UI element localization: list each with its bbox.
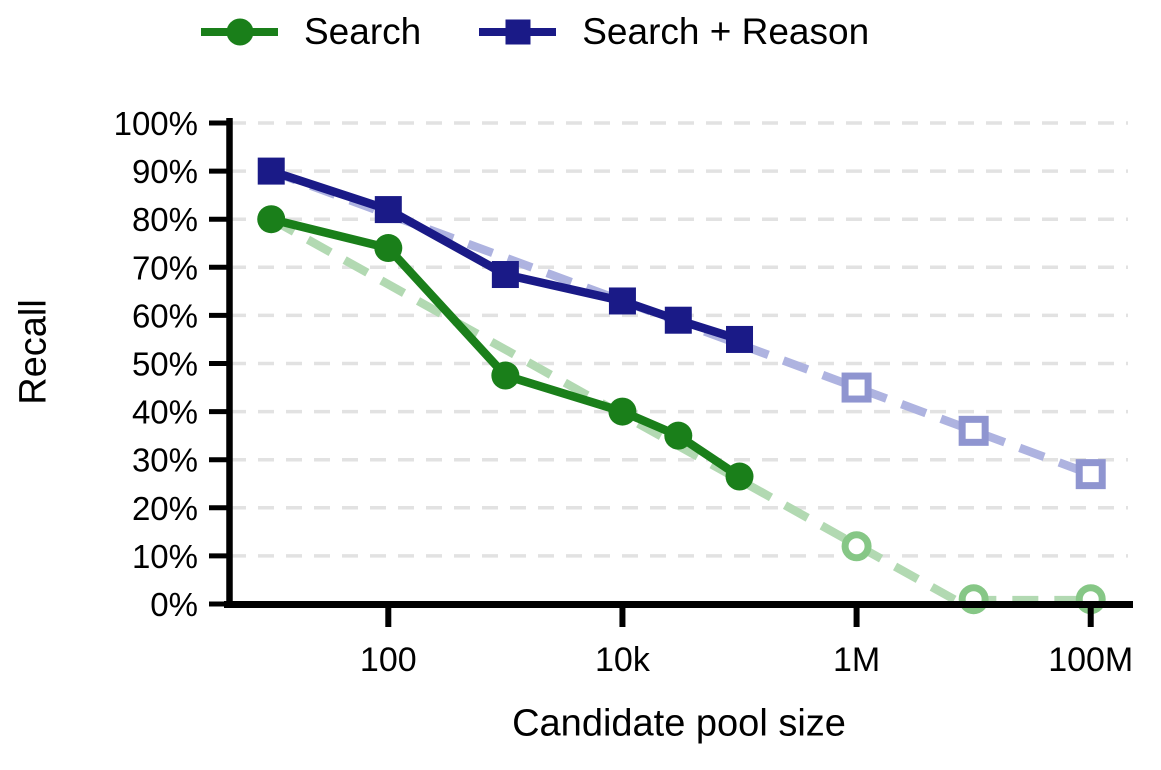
- y-tick-label-60: 60%: [132, 297, 198, 334]
- y-tick-label-50: 50%: [132, 346, 198, 383]
- legend-label-search: Search: [304, 11, 422, 52]
- trend-line-search-trend-extrapolated: [269, 215, 1091, 605]
- y-tick-label-100: 100%: [114, 105, 198, 142]
- filled-square-marker-search-reason: [374, 196, 402, 224]
- x-tick-label-100: 100: [360, 641, 417, 679]
- legend: Search Search + Reason: [201, 6, 869, 58]
- filled-square-marker-search-reason: [726, 325, 754, 353]
- open-circle-marker-search-trend-extrapolated: [841, 531, 872, 562]
- y-tick-label-90: 90%: [132, 153, 198, 190]
- filled-square-marker-search-reason: [664, 306, 692, 334]
- y-axis-label: Recall: [12, 299, 55, 405]
- legend-item-search: Search: [201, 6, 421, 58]
- filled-square-marker-search-reason: [608, 287, 636, 315]
- y-tick-label-20: 20%: [132, 490, 198, 527]
- y-tick-label-10: 10%: [132, 538, 198, 575]
- x-axis-label: Candidate pool size: [512, 702, 846, 745]
- y-tick-label-0: 0%: [150, 586, 198, 623]
- filled-square-marker-search-reason: [257, 157, 285, 185]
- filled-circle-marker-search: [608, 397, 637, 426]
- y-tick-label-30: 30%: [132, 442, 198, 479]
- open-square-marker-search-reason-trend-extrapolated: [1075, 459, 1106, 490]
- x-tick-label-1m: 1M: [833, 641, 880, 679]
- x-tick-label-100m: 100M: [1048, 641, 1133, 679]
- legend-item-search-reason: Search + Reason: [479, 6, 869, 58]
- open-square-marker-search-reason-trend-extrapolated: [958, 415, 989, 446]
- y-tick-label-70: 70%: [132, 249, 198, 286]
- y-tick-label-80: 80%: [132, 201, 198, 238]
- legend-swatch-search: [201, 17, 278, 47]
- legend-square-marker-icon: [505, 19, 531, 45]
- open-square-marker-search-reason-trend-extrapolated: [841, 372, 872, 403]
- legend-circle-marker-icon: [226, 18, 253, 46]
- legend-label-search-reason: Search + Reason: [582, 11, 870, 52]
- filled-square-marker-search-reason: [491, 261, 519, 289]
- filled-circle-marker-search: [374, 234, 403, 263]
- x-tick-label-10k: 10k: [595, 641, 651, 679]
- filled-circle-marker-search: [257, 205, 286, 234]
- legend-swatch-search-reason: [479, 17, 557, 47]
- filled-circle-marker-search: [664, 421, 693, 450]
- filled-circle-marker-search: [491, 361, 520, 390]
- filled-circle-marker-search: [725, 462, 754, 491]
- y-tick-label-40: 40%: [132, 394, 198, 431]
